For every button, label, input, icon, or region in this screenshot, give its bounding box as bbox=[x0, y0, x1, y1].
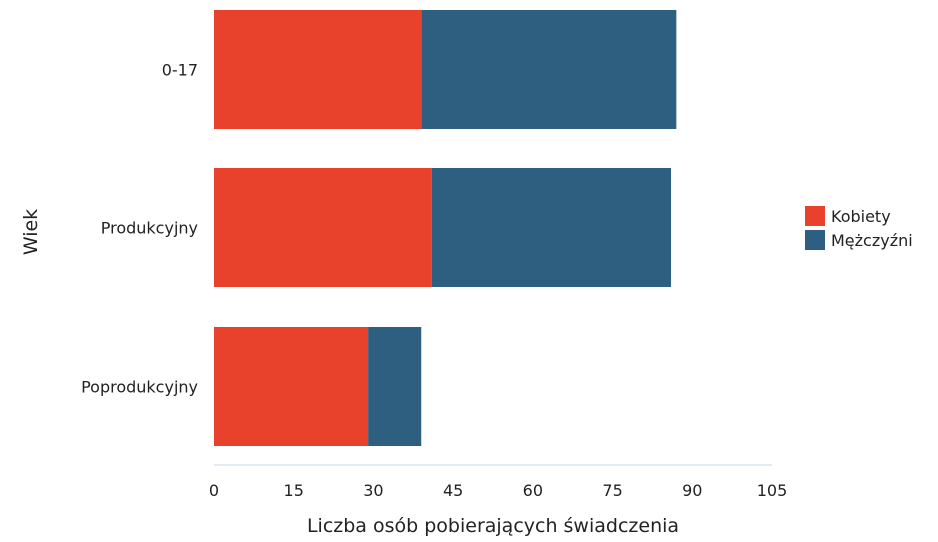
bar-produkcyjny-kobiety bbox=[214, 168, 432, 287]
y-tick-label-0-17: 0-17 bbox=[162, 61, 198, 80]
bar-0-17-mezczyzni bbox=[421, 10, 677, 129]
x-tick-labels: 0 15 30 45 60 75 90 105 bbox=[209, 481, 787, 500]
x-tick-label-0: 0 bbox=[209, 481, 219, 500]
bar-0-17-kobiety bbox=[214, 10, 422, 129]
y-tick-label-poprodukcyjny: Poprodukcyjny bbox=[81, 378, 198, 397]
x-tick-label-75: 75 bbox=[602, 481, 622, 500]
x-tick-label-15: 15 bbox=[284, 481, 304, 500]
x-axis-title: Liczba osób pobierających świadczenia bbox=[307, 515, 679, 537]
x-tick-label-90: 90 bbox=[682, 481, 702, 500]
x-tick-label-45: 45 bbox=[443, 481, 463, 500]
bar-poprodukcyjny-kobiety bbox=[214, 327, 369, 446]
y-tick-labels: 0-17 Produkcyjny Poprodukcyjny bbox=[81, 61, 198, 397]
bar-produkcyjny-mezczyzni bbox=[431, 168, 672, 287]
y-axis-title: Wiek bbox=[20, 209, 42, 255]
x-tick-label-105: 105 bbox=[757, 481, 788, 500]
legend-label-mezczyzni: Mężczyźni bbox=[831, 231, 913, 250]
bars-group bbox=[214, 10, 677, 446]
x-tick-label-60: 60 bbox=[523, 481, 543, 500]
legend-swatch-kobiety bbox=[805, 206, 825, 226]
bar-poprodukcyjny-mezczyzni bbox=[368, 327, 422, 446]
legend-label-kobiety: Kobiety bbox=[831, 207, 891, 226]
legend-swatch-mezczyzni bbox=[805, 230, 825, 250]
x-tick-label-30: 30 bbox=[363, 481, 383, 500]
y-tick-label-produkcyjny: Produkcyjny bbox=[101, 219, 198, 238]
legend: Kobiety Mężczyźni bbox=[805, 206, 913, 250]
